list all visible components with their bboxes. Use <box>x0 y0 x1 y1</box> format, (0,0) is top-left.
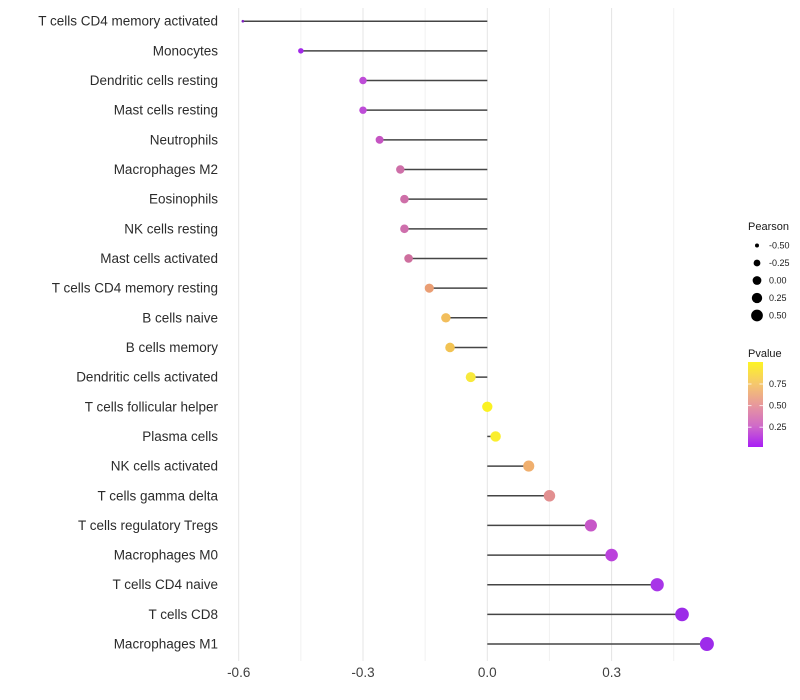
category-label: Mast cells resting <box>114 103 218 118</box>
point-dot <box>490 431 501 442</box>
category-label: T cells CD4 memory activated <box>38 14 218 29</box>
point-dot <box>543 490 556 502</box>
category-label: T cells gamma delta <box>97 488 218 503</box>
category-label: Macrophages M1 <box>114 637 218 652</box>
point-dot <box>400 224 409 234</box>
category-label: NK cells resting <box>124 221 218 236</box>
point-dot <box>650 578 664 592</box>
point-dot <box>675 607 689 622</box>
point-dot <box>605 548 618 562</box>
legend-size-dot <box>752 276 762 285</box>
legend-size-label: -0.25 <box>769 258 790 268</box>
point-dot <box>441 313 451 323</box>
category-label: T cells regulatory Tregs <box>78 518 218 533</box>
legend-size-label: 0.25 <box>769 293 787 303</box>
point-dot <box>400 194 409 204</box>
legend-pvalue-ticks: 0.75 0.50 0.25 <box>748 379 787 432</box>
category-label: Mast cells activated <box>100 251 218 266</box>
category-label: Macrophages M0 <box>114 548 218 563</box>
point-dot <box>445 342 455 353</box>
category-label: B cells naive <box>142 310 218 325</box>
legend-pvalue-title: Pvalue <box>748 348 782 360</box>
point-dot <box>404 254 413 263</box>
category-label: Dendritic cells resting <box>90 73 218 88</box>
point-dot <box>396 165 405 174</box>
legend-pvalue-label: 0.50 <box>769 401 787 411</box>
stems <box>242 20 707 645</box>
point-dot <box>241 19 245 23</box>
category-label: T cells follicular helper <box>85 399 219 414</box>
point-dot <box>523 460 535 472</box>
point-dot <box>359 106 367 114</box>
x-tick-label: 0.0 <box>478 665 497 680</box>
y-axis-labels: T cells CD4 memory activated Monocytes Den… <box>38 14 218 652</box>
legend-pearson-title: Pearson <box>748 221 789 233</box>
point-dot <box>465 372 476 383</box>
point-dot <box>359 76 367 85</box>
legend-pvalue-label: 0.75 <box>769 379 787 389</box>
category-label: B cells memory <box>126 340 219 355</box>
legend-size-dot <box>751 309 763 322</box>
x-tick-label: -0.3 <box>351 665 374 680</box>
x-tick-label: 0.3 <box>602 665 621 680</box>
legend-size-label: 0.50 <box>769 311 787 321</box>
x-tick-label: -0.6 <box>227 665 250 680</box>
category-label: Dendritic cells activated <box>76 370 218 385</box>
category-label: T cells CD8 <box>148 607 218 622</box>
legend-size-dot <box>751 292 763 304</box>
point-dot <box>424 283 434 293</box>
point-dot <box>375 135 384 144</box>
legend-pvalue-label: 0.25 <box>769 422 787 432</box>
legend-pearson: Pearson -0.50 -0.25 0.00 0.25 0.50 <box>748 221 790 322</box>
legend-size-label: 0.00 <box>769 276 787 286</box>
category-label: T cells CD4 naive <box>112 577 218 592</box>
category-label: Neutrophils <box>150 132 219 147</box>
legend-pearson-items: -0.50 -0.25 0.00 0.25 0.50 <box>751 241 790 322</box>
category-label: Monocytes <box>153 43 219 58</box>
category-label: T cells CD4 memory resting <box>52 281 218 296</box>
point-dot <box>699 637 714 652</box>
point-dot <box>482 401 493 412</box>
pvalue-colorbar <box>748 362 763 447</box>
gridlines <box>238 8 675 661</box>
legend-size-dot <box>755 243 759 248</box>
category-label: Eosinophils <box>149 192 218 207</box>
legend-pvalue: Pvalue 0.75 0.50 0.25 <box>748 348 787 447</box>
legend-size-label: -0.50 <box>769 241 790 251</box>
x-axis-labels: -0.6 -0.3 0.0 0.3 <box>227 665 621 680</box>
data-points <box>241 19 714 652</box>
point-dot <box>584 519 597 532</box>
legend-size-dot <box>753 259 761 267</box>
category-label: Macrophages M2 <box>114 162 218 177</box>
category-label: NK cells activated <box>111 459 218 474</box>
point-dot <box>298 48 304 54</box>
category-label: Plasma cells <box>142 429 218 444</box>
